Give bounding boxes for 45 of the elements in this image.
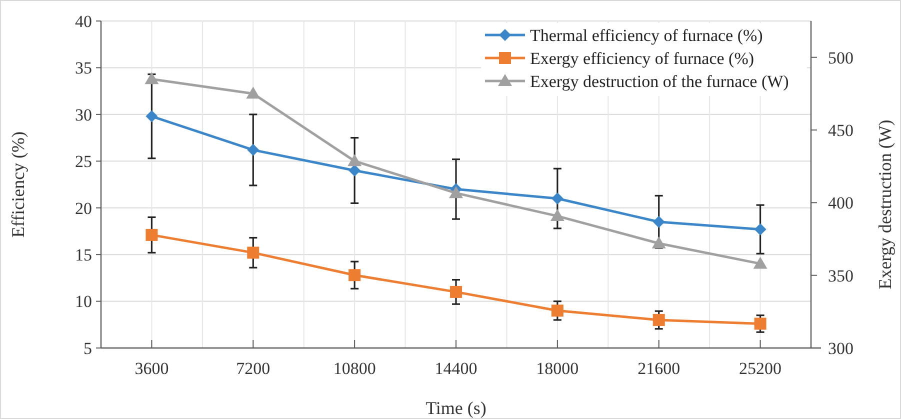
y-tick-label: 5 <box>84 338 92 358</box>
point <box>348 154 362 166</box>
x-tick-label: 25200 <box>739 359 782 378</box>
point <box>146 228 158 241</box>
y2-axis-title: Exergy destruction (W) <box>875 120 895 290</box>
y2-tick-label: 500 <box>828 48 854 68</box>
point <box>652 314 665 326</box>
point <box>449 186 463 198</box>
legend-label: Thermal efficiency of furnace (%) <box>530 26 763 45</box>
x-tick-label: 10800 <box>333 359 376 378</box>
legend-label: Exergy destruction of the furnace (W) <box>530 72 789 91</box>
point <box>652 216 665 228</box>
point <box>247 246 260 259</box>
point <box>348 269 361 282</box>
point <box>551 304 564 317</box>
legend-label: Exergy efficiency of furnace (%) <box>530 48 754 68</box>
point <box>144 72 159 84</box>
point <box>146 110 158 122</box>
point <box>754 318 766 330</box>
x-axis-title: Time (s) <box>426 398 486 418</box>
point <box>551 192 564 205</box>
point <box>246 86 260 99</box>
x-tick-label: 7200 <box>236 359 270 378</box>
point <box>450 286 462 298</box>
y-tick-label: 30 <box>75 105 92 124</box>
y-tick-label: 25 <box>75 152 92 172</box>
y2-tick-label: 450 <box>828 120 854 140</box>
y-tick-label: 35 <box>75 58 92 78</box>
y-tick-label: 40 <box>75 12 92 31</box>
x-tick-label: 21600 <box>638 359 680 378</box>
y2-tick-label: 350 <box>828 266 854 286</box>
x-tick-label: 3600 <box>134 359 169 378</box>
point <box>550 209 564 222</box>
y-axis-title: Efficiency (%) <box>8 131 28 238</box>
point <box>754 223 766 236</box>
x-tick-label: 18000 <box>536 359 579 378</box>
y-tick-label: 10 <box>75 292 92 312</box>
y2-tick-label: 300 <box>828 338 854 358</box>
y2-tick-label: 400 <box>828 194 854 213</box>
point <box>247 144 260 156</box>
point <box>652 236 666 248</box>
point <box>753 256 768 269</box>
x-tick-label: 14400 <box>434 359 478 378</box>
y-tick-label: 20 <box>75 198 92 218</box>
y-tick-label: 15 <box>75 246 92 265</box>
